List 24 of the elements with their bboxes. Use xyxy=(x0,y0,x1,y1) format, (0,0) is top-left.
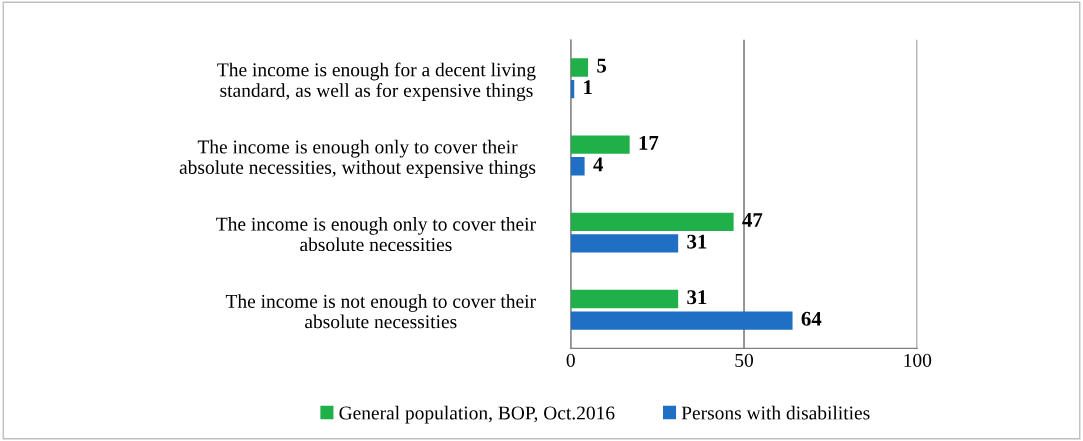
data-label: 64 xyxy=(801,311,822,326)
y-tick-label: The income is enough only to cover their absolute necessities xyxy=(216,217,536,252)
data-label: 47 xyxy=(742,213,763,227)
y-tick-label: The income is enough for a decent living standard, as well as for expensive things xyxy=(217,62,536,101)
data-label: 31 xyxy=(687,290,707,305)
x-tick-label: 100 xyxy=(904,353,932,367)
data-label: 17 xyxy=(639,135,659,150)
bar xyxy=(570,289,679,309)
y-tick-label: The income is not enough to cover their absolute necessities xyxy=(225,294,536,329)
bar xyxy=(570,234,679,253)
x-tick-label: 50 xyxy=(735,353,753,367)
x-tick-label: 0 xyxy=(566,353,575,367)
bar xyxy=(570,135,630,154)
data-label: 1 xyxy=(584,80,592,95)
bar xyxy=(570,311,793,330)
legend-label: Persons with disabilities xyxy=(681,405,870,420)
bar xyxy=(570,157,585,176)
bar xyxy=(570,212,734,232)
data-label: 4 xyxy=(593,157,603,172)
data-label: 5 xyxy=(597,58,607,73)
y-tick-label: The income is enough only to cover their absolute necessities, without expensive things xyxy=(179,139,536,178)
legend-label: General population, BOP, Oct.2016 xyxy=(339,405,615,424)
bar xyxy=(570,58,589,77)
data-label: 31 xyxy=(687,234,707,249)
